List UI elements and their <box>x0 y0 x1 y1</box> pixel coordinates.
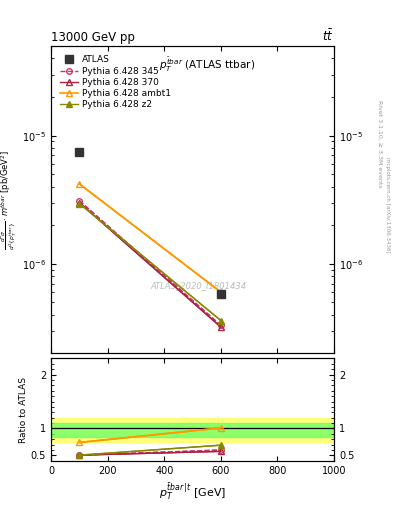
Pythia 6.428 z2 <box>219 317 223 324</box>
Pythia 6.428 ambt1 <box>219 289 223 295</box>
Pythia 6.428 ambt1 <box>77 181 82 187</box>
Pythia 6.428 370 <box>219 324 223 330</box>
Y-axis label: $\frac{d^2\sigma}{d^2\{p^{\bar{t}bar}_T\}} \cdot m^{\bar{t}bar}$ [pb/GeV$^2$]: $\frac{d^2\sigma}{d^2\{p^{\bar{t}bar}_T\… <box>0 150 19 250</box>
Bar <box>51 418 334 442</box>
ATLAS <box>219 291 223 297</box>
Pythia 6.428 z2 <box>77 201 82 207</box>
Pythia 6.428 345 <box>219 323 223 329</box>
Text: $t\bar{t}$: $t\bar{t}$ <box>323 28 334 44</box>
Text: ATLAS_2020_I1801434: ATLAS_2020_I1801434 <box>150 281 246 290</box>
Line: ATLAS: ATLAS <box>75 147 225 298</box>
Text: $p_T^{\bar{t}bar}$ (ATLAS ttbar): $p_T^{\bar{t}bar}$ (ATLAS ttbar) <box>158 55 255 74</box>
Text: 13000 GeV pp: 13000 GeV pp <box>51 31 135 44</box>
Text: Rivet 3.1.10, ≥ 3.3M events: Rivet 3.1.10, ≥ 3.3M events <box>377 99 382 187</box>
Text: mcplots.cern.ch [arXiv:1306.3436]: mcplots.cern.ch [arXiv:1306.3436] <box>385 157 389 252</box>
Pythia 6.428 370 <box>77 200 82 206</box>
Legend: ATLAS, Pythia 6.428 345, Pythia 6.428 370, Pythia 6.428 ambt1, Pythia 6.428 z2: ATLAS, Pythia 6.428 345, Pythia 6.428 37… <box>59 54 173 111</box>
Bar <box>51 423 334 437</box>
X-axis label: $p^{\bar{t}bar\,|t}_T$ [GeV]: $p^{\bar{t}bar\,|t}_T$ [GeV] <box>159 481 226 502</box>
Line: Pythia 6.428 z2: Pythia 6.428 z2 <box>77 201 224 324</box>
Y-axis label: Ratio to ATLAS: Ratio to ATLAS <box>19 377 28 442</box>
Line: Pythia 6.428 ambt1: Pythia 6.428 ambt1 <box>76 180 224 295</box>
ATLAS <box>77 148 82 155</box>
Pythia 6.428 345 <box>77 198 82 204</box>
Line: Pythia 6.428 370: Pythia 6.428 370 <box>77 200 224 330</box>
Line: Pythia 6.428 345: Pythia 6.428 345 <box>77 198 224 328</box>
